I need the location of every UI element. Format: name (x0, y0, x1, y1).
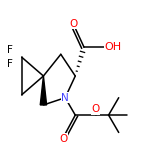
Text: O: O (70, 19, 78, 29)
Text: N: N (61, 93, 69, 103)
Polygon shape (40, 76, 47, 105)
Text: O: O (91, 104, 100, 114)
Text: OH: OH (104, 42, 121, 52)
Text: F: F (7, 59, 13, 69)
Text: F: F (7, 45, 13, 55)
Text: O: O (60, 134, 68, 144)
